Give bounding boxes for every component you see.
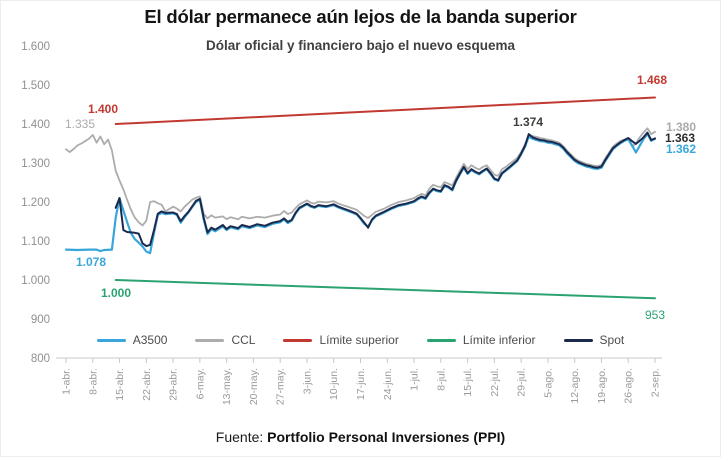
legend-label: Spot (599, 333, 625, 347)
legend-item-ccl: CCL (195, 333, 255, 347)
series-line-ccl (65, 127, 656, 227)
x-axis-label: 8-abr. (87, 368, 99, 395)
annotation-1.335: 1.335 (65, 117, 95, 131)
annotation-1.374: 1.374 (513, 115, 543, 129)
legend-swatch-icon (96, 338, 126, 342)
x-axis-label: 15-abr. (114, 368, 126, 401)
x-axis-label: 27-may. (275, 368, 287, 405)
x-axis-label: 5-ago. (542, 368, 554, 398)
annotation-1.380: 1.380 (666, 120, 696, 134)
x-axis-label: 29-abr. (168, 368, 180, 401)
y-axis-label: 1.300 (21, 158, 50, 170)
legend-item-spot: Spot (563, 333, 625, 347)
legend-label: A3500 (132, 333, 168, 347)
legend-swatch-icon (195, 338, 225, 342)
x-axis-label: 12-ago. (569, 368, 581, 404)
x-axis-label: 2-sep. (650, 368, 662, 397)
x-axis-label: 22-abr. (141, 368, 153, 401)
source-name: Portfolio Personal Inversiones (PPI) (267, 429, 506, 445)
x-axis-label: 29-jul. (516, 368, 528, 397)
legend-item-límite-superior: Límite superior (283, 333, 399, 347)
source-note: Fuente: Portfolio Personal Inversiones (… (0, 429, 721, 445)
x-axis-label: 24-jun. (382, 368, 394, 400)
x-axis-label: 17-jun. (355, 368, 367, 400)
series-line-límite-inferior (114, 279, 656, 300)
annotation-1.078: 1.078 (76, 255, 106, 269)
legend: A3500 CCL Límite superior Límite inferior Sp… (0, 333, 721, 347)
source-prefix: Fuente: (215, 429, 264, 445)
y-axis-label: 1.500 (21, 80, 50, 92)
annotation-1.362: 1.362 (666, 142, 696, 156)
series-line-límite-superior (114, 96, 656, 125)
x-axis-label: 3-jun. (301, 368, 313, 394)
legend-label: CCL (231, 333, 256, 347)
y-axis-label: 1.400 (21, 119, 50, 131)
annotation-1.468: 1.468 (637, 73, 667, 87)
y-axis-label: 1.100 (21, 236, 50, 248)
series-line-spot (114, 131, 656, 248)
x-axis-label: 15-jul. (462, 368, 474, 397)
annotation-953: 953 (645, 308, 665, 322)
legend-label: Límite inferior (462, 333, 536, 347)
x-axis-label: 1-abr. (61, 368, 73, 395)
y-axis-label: 900 (31, 314, 50, 326)
legend-swatch-icon (426, 338, 456, 342)
x-axis-label: 8-jul. (435, 368, 447, 391)
x-axis-label: 13-may. (221, 368, 233, 405)
legend-label: Límite superior (319, 333, 399, 347)
annotation-1.000: 1.000 (101, 286, 131, 300)
chart-title: El dólar permanece aún lejos de la banda… (144, 6, 577, 27)
x-axis-label: 10-jun. (328, 368, 340, 400)
annotation-1.400: 1.400 (88, 102, 118, 116)
x-axis-label: 22-jul. (489, 368, 501, 397)
chart-subtitle: Dólar oficial y financiero bajo el nuevo… (205, 38, 516, 53)
x-axis-label: 1-jul. (409, 368, 421, 391)
x-axis-label: 19-ago. (596, 368, 608, 404)
x-axis-label: 20-may. (248, 368, 260, 405)
annotation-1.363: 1.363 (665, 131, 695, 145)
legend-swatch-icon (563, 338, 593, 342)
legend-item-a3500: A3500 (96, 333, 168, 347)
x-axis-label: 6-may. (194, 368, 206, 399)
y-axis-label: 1.600 (21, 41, 50, 53)
legend-swatch-icon (283, 338, 313, 342)
x-axis-label: 26-ago. (623, 368, 635, 404)
legend-item-límite-inferior: Límite inferior (426, 333, 536, 347)
y-axis-label: 1.000 (21, 275, 50, 287)
y-axis-label: 1.200 (21, 197, 50, 209)
y-axis-label: 800 (31, 353, 50, 365)
